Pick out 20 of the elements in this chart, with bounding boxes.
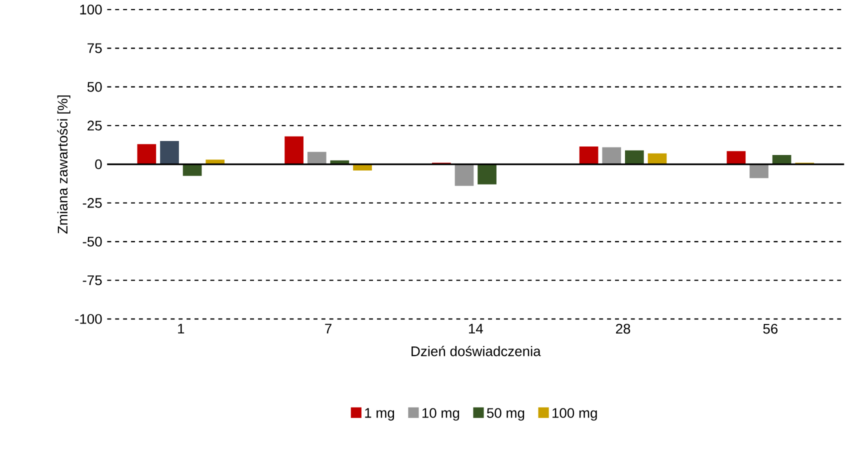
legend-label: 1 mg xyxy=(365,408,394,421)
y-axis-title: Zmiana zawartości [%] xyxy=(57,96,70,234)
x-axis-title: Dzień doświadczenia xyxy=(412,346,541,356)
legend-label: 10 mg xyxy=(422,408,460,421)
y-tick-label: -25 xyxy=(82,198,102,208)
legend-label: 100 mg xyxy=(552,408,597,421)
y-tick-label: 100 xyxy=(80,4,102,15)
y-tick-label: 50 xyxy=(87,82,102,92)
x-tick-label: 1 xyxy=(178,324,184,334)
y-tick-label: 75 xyxy=(88,44,102,54)
x-tick-label: 56 xyxy=(763,324,778,334)
y-tick-label: -75 xyxy=(82,276,102,286)
y-tick-label: -50 xyxy=(82,236,102,247)
x-tick-label: 14 xyxy=(468,324,483,334)
x-tick-label: 28 xyxy=(616,324,630,334)
x-tick-label: 7 xyxy=(325,324,332,334)
y-tick-label: 25 xyxy=(88,120,102,131)
y-tick-label: -100 xyxy=(75,314,102,324)
legend-label: 50 mg xyxy=(487,408,524,421)
y-tick-label: 0 xyxy=(95,160,102,170)
